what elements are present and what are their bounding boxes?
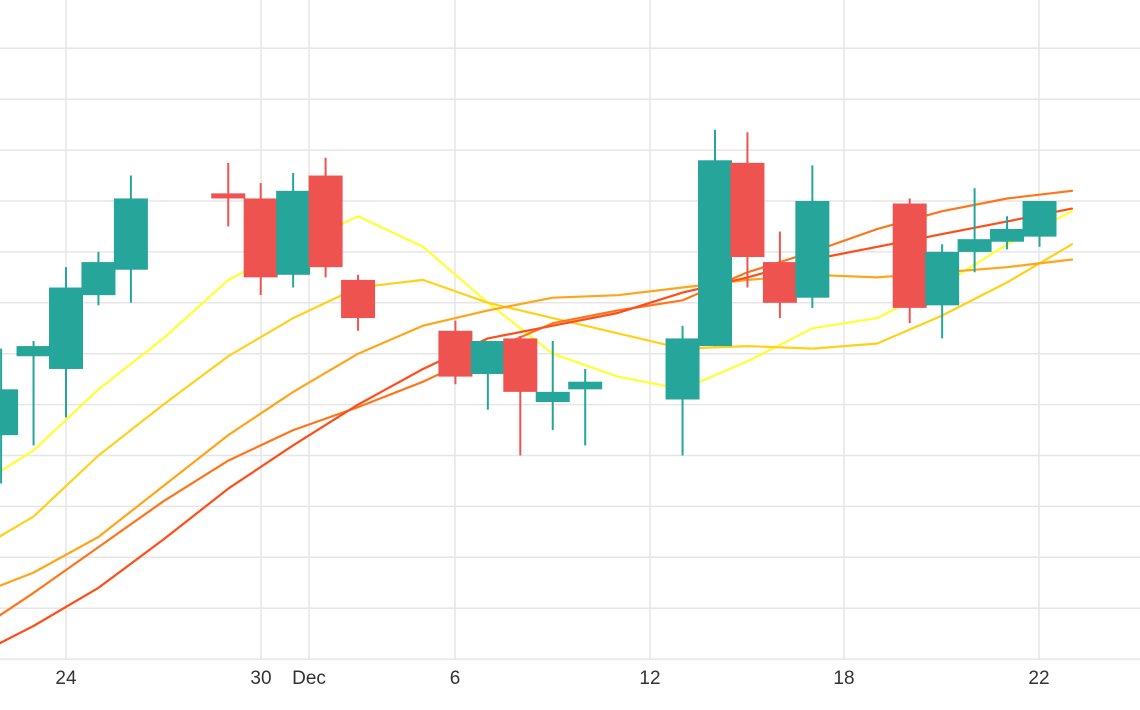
- candle: [698, 129, 732, 347]
- candle: [535, 340, 570, 431]
- candle: [243, 183, 278, 296]
- candle: [341, 274, 376, 331]
- candle-body: [81, 262, 116, 296]
- candle: [81, 251, 116, 306]
- x-tick-label: 6: [450, 668, 461, 689]
- candle: [113, 175, 148, 303]
- candle-body: [925, 251, 960, 306]
- moving-average-line: [0, 258, 1074, 587]
- candle-body: [470, 340, 505, 375]
- candle-body: [276, 190, 311, 275]
- candle-body: [535, 391, 570, 403]
- x-axis: 24 30 Dec 6 12 18 22: [55, 668, 1049, 689]
- candle: [0, 348, 19, 484]
- candle-body: [16, 346, 51, 357]
- candle: [438, 320, 473, 385]
- candle: [49, 267, 83, 418]
- candle-body: [795, 201, 830, 298]
- candle: [795, 165, 830, 308]
- candle: [665, 325, 700, 456]
- candle-body: [957, 239, 992, 252]
- candle: [470, 340, 505, 410]
- candle-body: [1022, 201, 1057, 237]
- candle-body: [762, 262, 797, 303]
- candle-body: [665, 338, 700, 400]
- x-tick-label: 12: [639, 668, 660, 689]
- candle-body: [0, 389, 19, 436]
- candle: [308, 157, 343, 278]
- candle: [211, 162, 246, 227]
- candle-body: [49, 287, 83, 369]
- candle: [892, 198, 927, 324]
- grid: [0, 0, 1140, 660]
- candle: [730, 132, 765, 288]
- candle: [16, 340, 51, 446]
- moving-average-line: [0, 243, 1074, 538]
- x-tick-label: 30: [250, 668, 271, 689]
- candle: [568, 368, 603, 446]
- candle: [1022, 201, 1057, 247]
- candle-body: [503, 338, 538, 392]
- candle: [503, 335, 538, 456]
- candle-body: [730, 162, 765, 257]
- x-tick-label: 24: [55, 668, 77, 689]
- x-tick-label: 18: [833, 668, 854, 689]
- candle-body: [438, 330, 473, 377]
- candle: [276, 173, 311, 288]
- candle-body: [698, 160, 732, 347]
- moving-average-line: [0, 210, 1074, 473]
- candle-body: [341, 279, 376, 319]
- candle-body: [990, 228, 1025, 242]
- candle-body: [892, 203, 927, 308]
- candle-body: [243, 198, 278, 278]
- candle-body: [211, 193, 246, 199]
- candle-body: [113, 198, 148, 270]
- moving-average-line: [0, 207, 1074, 645]
- candles: [0, 129, 1057, 484]
- moving-average-lines: [0, 189, 1074, 645]
- candle-body: [308, 175, 343, 268]
- candle: [957, 188, 992, 273]
- x-tick-label: Dec: [292, 668, 326, 689]
- x-tick-label: 22: [1028, 668, 1049, 689]
- candle: [990, 216, 1025, 250]
- candle: [925, 244, 960, 339]
- candle-body: [568, 381, 603, 390]
- candle: [762, 231, 797, 319]
